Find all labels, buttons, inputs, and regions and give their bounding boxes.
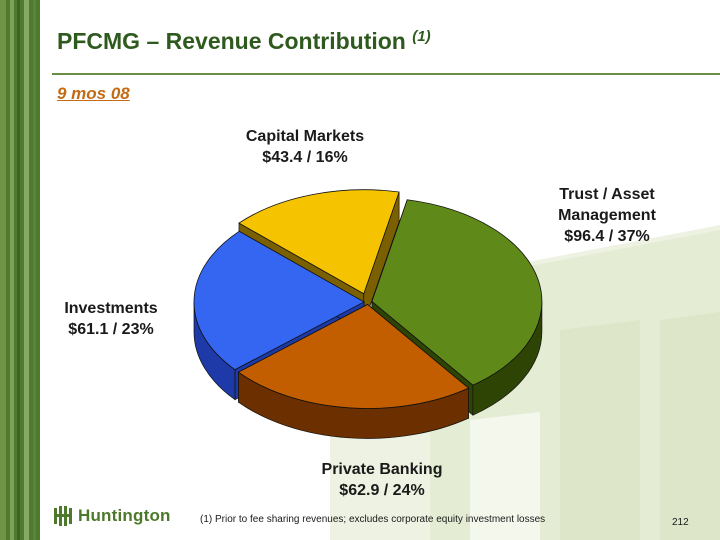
left-stripe [10, 0, 14, 540]
slice-label-line: Capital Markets [245, 128, 365, 145]
slice-label-line: $61.1 / 23% [68, 321, 154, 338]
page-number: 212 [672, 517, 689, 528]
left-stripe [33, 0, 36, 540]
huntington-logo: Huntington [54, 506, 171, 526]
pie-tops [193, 189, 543, 409]
slide-title: PFCMG – Revenue Contribution (1) [57, 28, 431, 55]
watermark-shape [560, 320, 640, 540]
pie-slice-capital-markets [238, 189, 400, 295]
slice-label-line: Private Banking [321, 461, 443, 478]
left-stripe [17, 0, 20, 540]
title-divider [52, 73, 720, 75]
huntington-logo-icon [54, 506, 72, 526]
left-stripe [24, 0, 29, 540]
watermark-shape [470, 412, 540, 540]
slice-label-line: $43.4 / 16% [262, 149, 348, 166]
pie-slice-investments [193, 230, 365, 371]
slice-label-line: Management [558, 207, 656, 224]
footnote: (1) Prior to fee sharing revenues; exclu… [200, 514, 546, 525]
slice-label: Private Banking $62.9 / 24% [322, 459, 443, 501]
watermark-shape [660, 312, 720, 540]
left-stripe [0, 0, 6, 540]
pie-slice-trust-asset-management [371, 199, 543, 386]
slice-label-line: Investments [64, 300, 158, 317]
slice-label: Investments $61.1 / 23% [64, 298, 157, 340]
slide-subtitle: 9 mos 08 [57, 84, 130, 103]
slice-label-line: $96.4 / 37% [564, 228, 650, 245]
title-footnote-marker: (1) [412, 28, 431, 45]
slice-label-line: Trust / Asset [559, 186, 655, 203]
slide-title-text: PFCMG – Revenue Contribution [57, 28, 406, 54]
pie-slice-private-banking [237, 303, 470, 409]
logo-text: Huntington [78, 506, 171, 525]
slice-label: Capital Markets $43.4 / 16% [246, 126, 364, 168]
slice-label-line: $62.9 / 24% [339, 482, 425, 499]
slice-label: Trust / Asset Management $96.4 / 37% [558, 184, 656, 247]
